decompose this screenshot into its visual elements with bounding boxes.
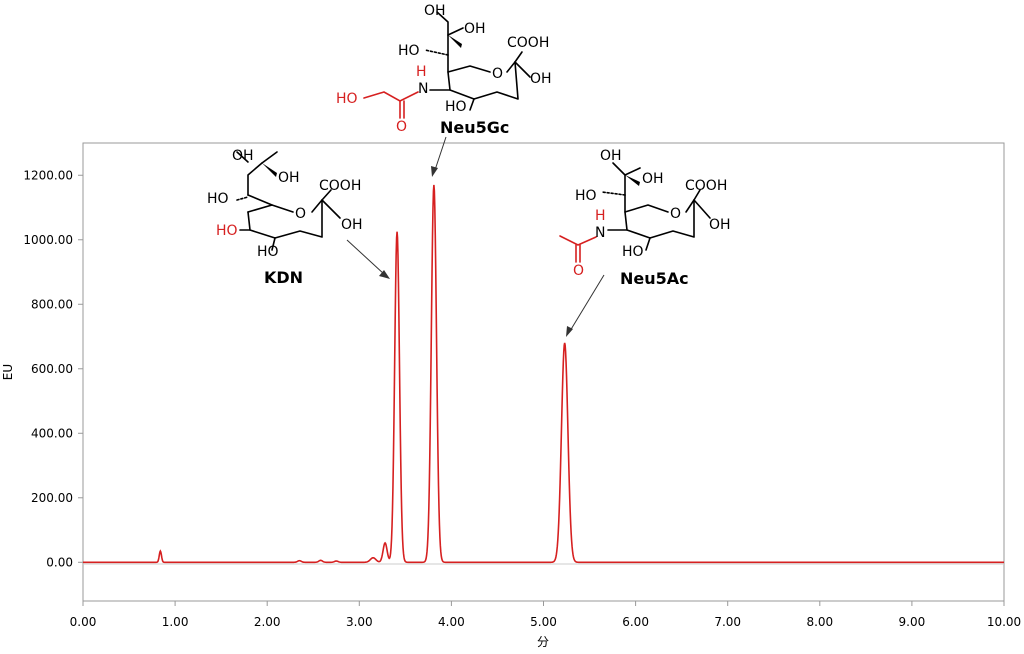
y-axis-ticks: 0.00 200.00 400.00 600.00 800.00 1000.00 1200.… bbox=[23, 168, 83, 569]
neu5gc-oh-1: OH bbox=[424, 3, 446, 19]
x-tick-label: 3.00 bbox=[346, 615, 373, 629]
neu5gc-arrowhead bbox=[431, 166, 438, 177]
neu5ac-ho-1: HO bbox=[575, 188, 597, 204]
neu5gc-oh-2: OH bbox=[464, 21, 486, 37]
kdn-oh-3: OH bbox=[341, 217, 363, 233]
x-tick-label: 10.00 bbox=[987, 615, 1021, 629]
neu5ac-label: Neu5Ac bbox=[620, 269, 689, 288]
neu5ac-ring-o: O bbox=[670, 206, 681, 222]
neu5gc-ho-red: HO bbox=[336, 91, 358, 107]
neu5ac-n: N bbox=[595, 225, 605, 241]
neu5gc-h: H bbox=[416, 64, 427, 80]
neu5ac-structure: OH OH HO COOH O OH H N HO O Neu5Ac bbox=[559, 148, 731, 288]
x-axis-ticks: 0.00 1.00 2.00 3.00 4.00 5.00 6.00 7.00 8.00 9.00… bbox=[70, 601, 1021, 629]
neu5ac-arrowhead bbox=[566, 326, 573, 337]
neu5ac-oh-1: OH bbox=[600, 148, 622, 164]
x-tick-label: 1.00 bbox=[162, 615, 189, 629]
neu5gc-arrow bbox=[434, 136, 447, 171]
kdn-oh-1: OH bbox=[232, 148, 254, 164]
kdn-ho-red: HO bbox=[216, 223, 238, 239]
x-tick-label: 9.00 bbox=[899, 615, 926, 629]
neu5gc-ring-o: O bbox=[492, 66, 503, 82]
y-tick-label: 1200.00 bbox=[23, 168, 73, 182]
kdn-structure: OH OH HO COOH O OH HO HO KDN bbox=[207, 148, 363, 287]
y-tick-label: 600.00 bbox=[31, 362, 73, 376]
annotation-arrows bbox=[346, 136, 605, 337]
y-tick-label: 800.00 bbox=[31, 297, 73, 311]
x-axis-title: 分 bbox=[537, 635, 549, 649]
y-tick-label: 400.00 bbox=[31, 426, 73, 440]
neu5gc-structure: OH OH HO COOH O OH H N HO HO O Neu5Gc bbox=[336, 3, 552, 137]
neu5ac-h: H bbox=[595, 208, 606, 224]
neu5gc-cooh: COOH bbox=[507, 35, 549, 51]
neu5gc-ho-1: HO bbox=[398, 43, 420, 59]
kdn-arrowhead bbox=[379, 270, 390, 279]
kdn-oh-2: OH bbox=[278, 170, 300, 186]
kdn-arrow bbox=[346, 239, 385, 275]
y-tick-label: 1000.00 bbox=[23, 233, 73, 247]
kdn-ring-o: O bbox=[295, 206, 306, 222]
y-tick-label: 0.00 bbox=[46, 555, 73, 569]
x-tick-label: 4.00 bbox=[438, 615, 465, 629]
x-tick-label: 2.00 bbox=[254, 615, 281, 629]
neu5ac-arrow bbox=[569, 274, 605, 332]
neu5gc-ho-2: HO bbox=[445, 99, 467, 115]
neu5gc-n: N bbox=[418, 81, 428, 97]
y-tick-label: 200.00 bbox=[31, 491, 73, 505]
plot-frame bbox=[82, 142, 1005, 602]
neu5ac-ho-2: HO bbox=[622, 244, 644, 260]
kdn-ho-2: HO bbox=[257, 244, 279, 260]
chromatogram-trace bbox=[83, 184, 1004, 564]
neu5gc-label: Neu5Gc bbox=[440, 118, 509, 137]
neu5ac-cooh: COOH bbox=[685, 178, 727, 194]
neu5ac-oh-2: OH bbox=[642, 171, 664, 187]
neu5ac-carbonyl-o: O bbox=[573, 263, 584, 279]
y-axis-title: EU bbox=[1, 364, 15, 380]
neu5ac-oh-3: OH bbox=[709, 217, 731, 233]
kdn-ho-1: HO bbox=[207, 191, 229, 207]
x-tick-label: 8.00 bbox=[806, 615, 833, 629]
x-tick-label: 5.00 bbox=[530, 615, 557, 629]
x-tick-label: 7.00 bbox=[714, 615, 741, 629]
kdn-cooh: COOH bbox=[319, 178, 361, 194]
x-tick-label: 0.00 bbox=[70, 615, 97, 629]
neu5gc-oh-3: OH bbox=[530, 71, 552, 87]
kdn-label: KDN bbox=[264, 268, 303, 287]
neu5gc-carbonyl-o: O bbox=[396, 119, 407, 135]
x-tick-label: 6.00 bbox=[622, 615, 649, 629]
